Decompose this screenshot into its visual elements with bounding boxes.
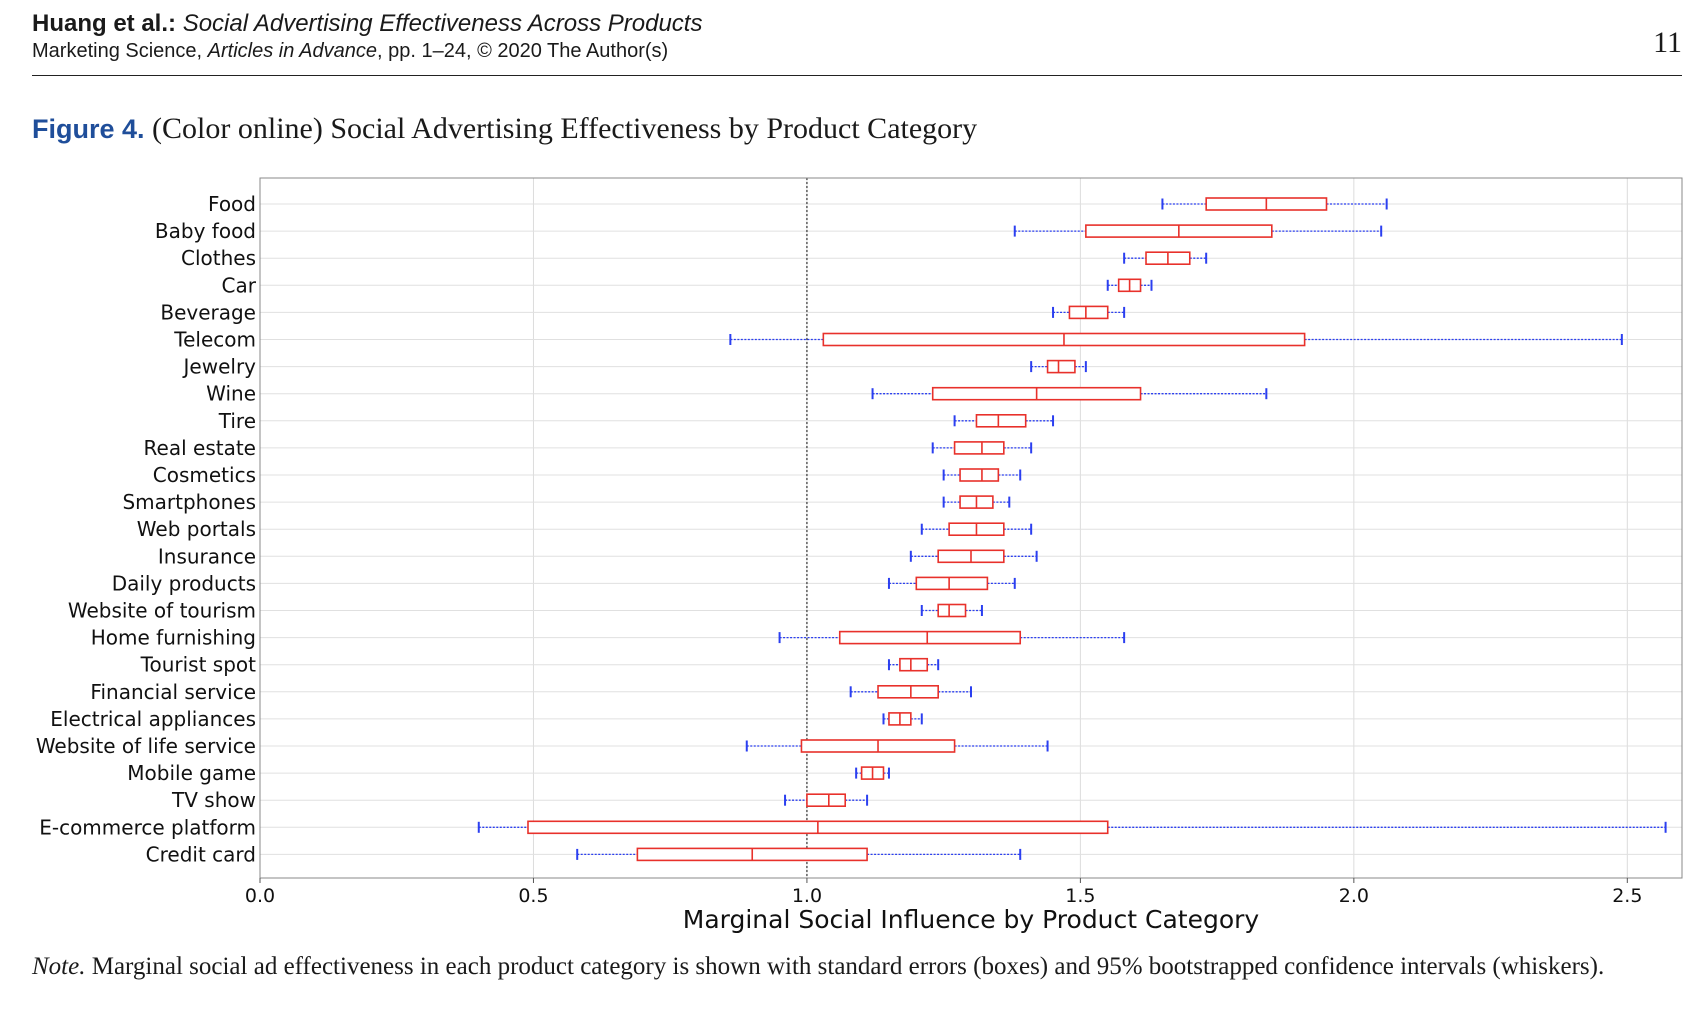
- box: [1068, 305, 1109, 320]
- figure-caption-text: (Color online) Social Advertising Effect…: [152, 112, 978, 145]
- category-label: Credit card: [146, 842, 256, 866]
- box: [899, 657, 929, 672]
- note-label: Note.: [32, 953, 86, 980]
- plot-frame: [259, 177, 1683, 879]
- x-tick-label: 1.0: [792, 885, 822, 907]
- x-tick-label: 0.0: [245, 885, 275, 907]
- category-label: Beverage: [160, 300, 256, 324]
- category-label: Clothes: [181, 246, 256, 270]
- figure-caption: Figure 4. (Color online) Social Advertis…: [32, 112, 977, 146]
- box: [1046, 359, 1076, 374]
- category-label: Cosmetics: [153, 463, 256, 487]
- box: [877, 684, 939, 699]
- category-label: Food: [208, 192, 256, 216]
- category-label: Website of tourism: [68, 599, 256, 623]
- category-label: Mobile game: [127, 761, 256, 785]
- header-journal-rest: , pp. 1–24, © 2020 The Author(s): [376, 40, 669, 62]
- category-label: Financial service: [90, 680, 256, 704]
- category-label: Website of life service: [36, 734, 256, 758]
- header-rule: [32, 75, 1682, 76]
- box: [975, 414, 1027, 428]
- x-tick-label: 0.5: [518, 885, 548, 907]
- x-tick-label: 2.0: [1339, 885, 1369, 907]
- category-label: TV show: [171, 788, 256, 812]
- running-header: Huang et al.: Social Advertising Effecti…: [32, 10, 1682, 64]
- category-label: Daily products: [112, 571, 256, 595]
- box: [959, 468, 1000, 482]
- category-label: Wine: [206, 382, 256, 406]
- header-journal-line: Marketing Science, Articles in Advance, …: [32, 38, 1682, 64]
- category-label: E-commerce platform: [39, 815, 256, 839]
- category-label: Real estate: [144, 436, 256, 460]
- box: [806, 793, 847, 808]
- x-tick-label: 1.5: [1065, 885, 1095, 907]
- x-tick-label: 2.5: [1612, 885, 1642, 907]
- category-label: Car: [222, 273, 257, 297]
- category-label: Home furnishing: [91, 626, 256, 650]
- page-number: 11: [1653, 26, 1682, 59]
- x-axis-label: Marginal Social Influence by Product Cat…: [683, 905, 1260, 934]
- category-label: Telecom: [173, 328, 256, 352]
- box: [953, 441, 1005, 455]
- header-article-title: Social Advertising Effectiveness Across …: [182, 10, 703, 37]
- category-label: Electrical appliances: [50, 707, 256, 731]
- figure-label: Figure 4.: [32, 114, 145, 144]
- category-label: Tire: [218, 409, 256, 433]
- note-text: Marginal social ad effectiveness in each…: [91, 953, 1605, 980]
- box: [915, 576, 989, 591]
- category-label: Jewelry: [182, 355, 257, 379]
- category-label: Smartphones: [122, 490, 256, 514]
- header-journal: Marketing Science,: [32, 40, 203, 62]
- header-title-line: Huang et al.: Social Advertising Effecti…: [32, 10, 1682, 38]
- figure-note: Note. Marginal social ad effectiveness i…: [32, 950, 1682, 983]
- box: [838, 630, 1022, 645]
- category-label: Tourist spot: [140, 653, 256, 677]
- category-label: Web portals: [137, 517, 256, 541]
- header-authors: Huang et al.:: [32, 10, 177, 37]
- category-label: Insurance: [158, 544, 256, 568]
- box: [937, 603, 967, 618]
- category-label: Baby food: [155, 219, 256, 243]
- boxplot-chart: Food Baby food Clothes Car Beverage Telecom Je…: [36, 177, 1683, 934]
- header-journal-italic: Articles in Advance: [207, 40, 377, 62]
